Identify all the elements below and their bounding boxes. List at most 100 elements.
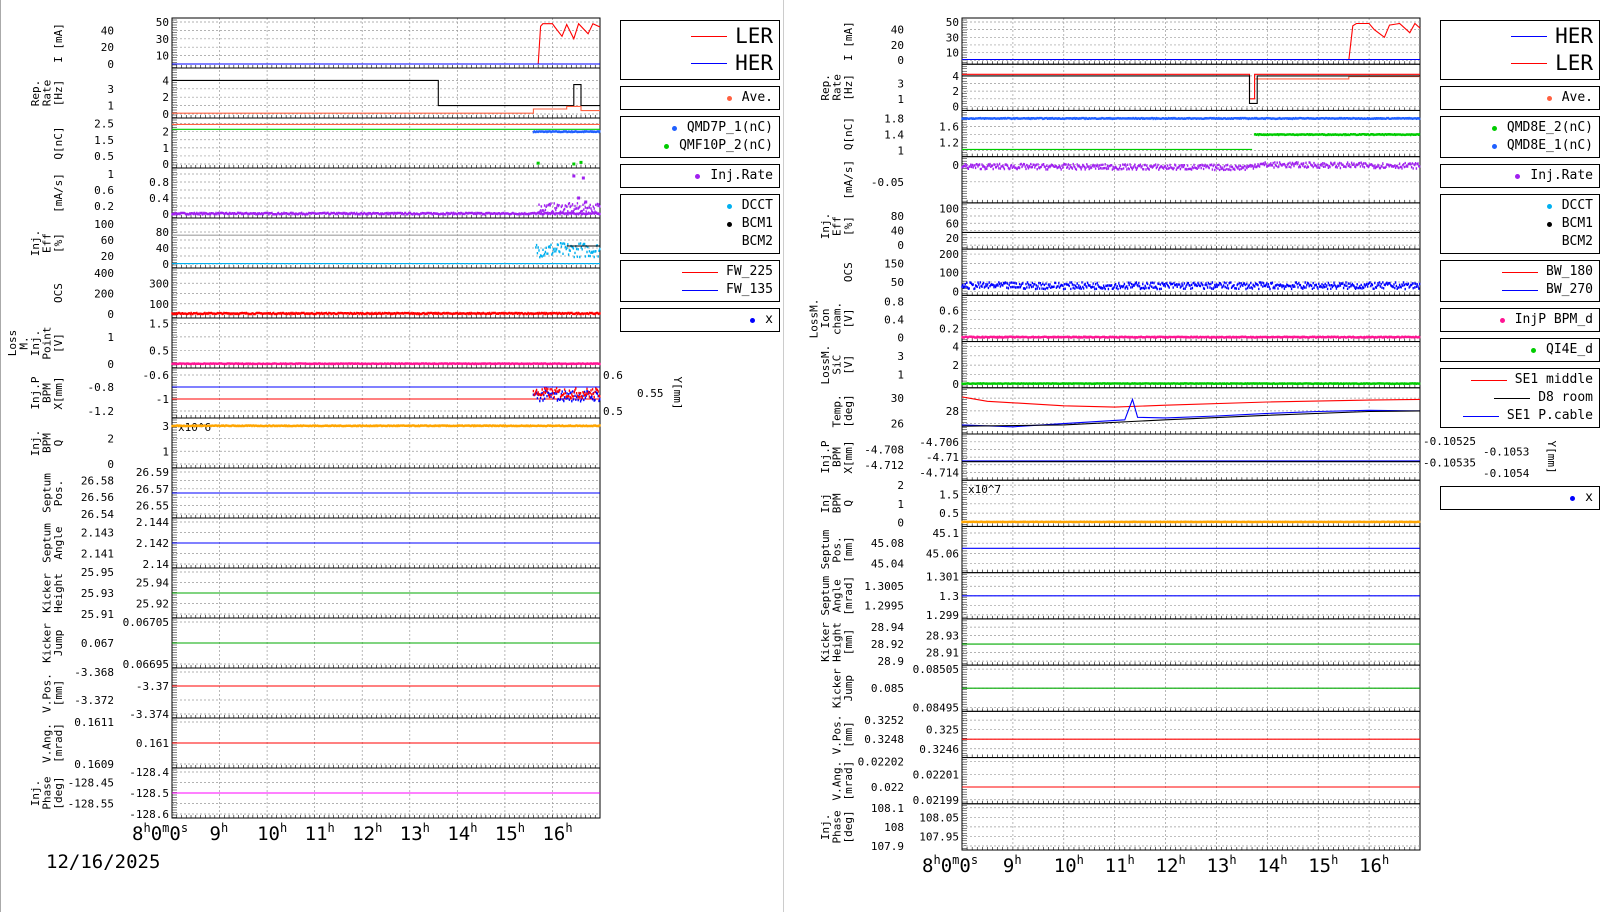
y-tick-label: 0.325 (926, 724, 959, 737)
time-value: 8 (922, 855, 933, 877)
y-axis-label: [deg] (52, 776, 65, 809)
y-tick-label: 4 (952, 70, 959, 83)
time-value: 0 (959, 855, 970, 877)
y-axis-label: OCS (842, 262, 855, 282)
legend-body: DCCT BCM1 BCM2 (1447, 197, 1593, 251)
y-tick-label: 1.2 (939, 137, 959, 150)
y-tick-label: 0 (162, 258, 169, 271)
legend-entry: DCCT (1447, 197, 1593, 215)
strip-frame (171, 267, 601, 319)
y-tick-label: 28.94 (871, 621, 904, 634)
legend-label: x (1585, 490, 1593, 506)
strip-frame (171, 17, 601, 69)
strip-inj-phase-deg-: 108.1 108.05 108 107.95 107.9 Inj.Phase[deg] (819, 802, 1421, 853)
y-tick-label: 0 (897, 239, 904, 252)
y-axis-label: Phase (41, 776, 54, 809)
y-tick-label: 107.9 (871, 840, 904, 853)
strip-septum-angle-mrad-: 1.301 1.3005 1.3 1.2995 1.299 SeptumAngle[mra… (819, 571, 1421, 622)
y-axis-label: [Hz] (842, 74, 855, 101)
y-axis-label: Angle (831, 579, 844, 612)
y-tick-label: 0 (952, 285, 959, 298)
y-tick-label: 1.301 (926, 571, 959, 584)
y-tick-label: 2 (897, 479, 904, 492)
time-unit-superscript: h (328, 821, 335, 835)
y-tick-label: 400 (94, 267, 114, 280)
y-tick-label: 100 (94, 218, 114, 231)
time-value: 13 (1206, 855, 1229, 877)
time-unit-superscript: h (375, 821, 382, 835)
y-tick-label: 0.6 (94, 184, 114, 197)
y-tick-label: 0 (952, 159, 959, 172)
time-tick-label: 13h (1206, 853, 1236, 877)
legend-body: x (1447, 489, 1593, 507)
right-legend: Ave. (1440, 86, 1600, 110)
time-unit-superscript: h (280, 821, 287, 835)
strip-loss-m-inj-point-v-: 1.5 1 0.5 0 LossM.Inj.Point[V] (6, 317, 601, 371)
legend-dot-swatch (750, 317, 756, 323)
y-axis-label: Angle (52, 526, 65, 559)
y-tick-label: 50 (891, 276, 904, 289)
y-tick-label: 45.06 (926, 547, 959, 560)
legend-entry: Inj.Rate (1447, 167, 1593, 185)
strip-v-pos-mm-: 0.3252 0.325 0.3248 0.3246 V.Pos.[mm] (831, 710, 1421, 759)
right-tick-label: -0.10535 (1423, 456, 1476, 469)
time-value: 14 (1257, 855, 1280, 877)
y-tick-label: -3.372 (74, 694, 114, 707)
left-legend: QMD7P_1(nC) QMF10P_2(nC) (620, 116, 780, 158)
y-tick-label: 2.143 (81, 527, 114, 540)
y-tick-label: 25.95 (81, 566, 114, 579)
strip-frame (961, 757, 1421, 805)
y-tick-label: 30 (891, 392, 904, 405)
strip-frame (171, 667, 601, 719)
y-axis-label: SiC (831, 355, 844, 375)
y-axis-label: [mm] (842, 536, 855, 563)
right-tick-label: -0.1053 (1483, 446, 1529, 459)
y-tick-label: 50 (946, 16, 959, 29)
y-tick-label: 1 (162, 445, 169, 458)
legend-dot-swatch (671, 125, 677, 131)
strip-q-nc-: 2.5 2 1.5 1 0.5 0 Q[nC] (52, 117, 601, 171)
y-axis-label: [deg] (842, 394, 855, 427)
left-legend: x (620, 308, 780, 332)
y-axis-label: Eff (831, 216, 844, 236)
time-value: 16 (542, 823, 565, 845)
series-line (961, 410, 1421, 427)
time-value: 10 (1054, 855, 1077, 877)
left-legend: Ave. (620, 86, 780, 110)
y-tick-label: 3 (107, 83, 114, 96)
legend-dot-swatch (1546, 95, 1552, 101)
time-value: 0 (169, 823, 180, 845)
panel-separator (783, 0, 784, 912)
y-tick-label: 0 (162, 158, 169, 171)
y-axis-label: Rep. (29, 80, 42, 107)
time-unit-superscript: h (933, 853, 940, 867)
y-tick-label: 80 (891, 210, 904, 223)
y-tick-label: 0.4 (884, 314, 904, 327)
y-tick-label: 45.08 (871, 537, 904, 550)
y-axis-label: [mA/s] (52, 173, 65, 213)
legend-entry: QI4E_d (1447, 341, 1593, 359)
y-axis-label: [mm] (842, 629, 855, 656)
legend-label: InjP BPM_d (1514, 312, 1593, 327)
y-axis-label: Septum (41, 473, 54, 513)
legend-label: QMD8E_1(nC) (1506, 138, 1593, 153)
y-tick-label: 30 (156, 33, 169, 46)
y-tick-label: 20 (101, 41, 114, 54)
y-tick-label: 1 (897, 368, 904, 381)
y-tick-label: 28 (946, 405, 959, 418)
y-tick-label: 108.05 (919, 811, 959, 824)
y-axis-label: Septum (819, 529, 832, 569)
y-tick-label: 1 (897, 498, 904, 511)
y-axis-label: BPM (831, 447, 844, 467)
legend-label: BCM2 (741, 234, 773, 249)
y-tick-label: 4 (162, 74, 169, 87)
y-tick-label: 0.02202 (858, 756, 904, 769)
right-tick-label: 0.55 (637, 387, 664, 400)
y-tick-label: -3.374 (129, 708, 169, 721)
legend-dot-swatch (695, 173, 701, 179)
time-tick-label: 10h (1054, 853, 1084, 877)
